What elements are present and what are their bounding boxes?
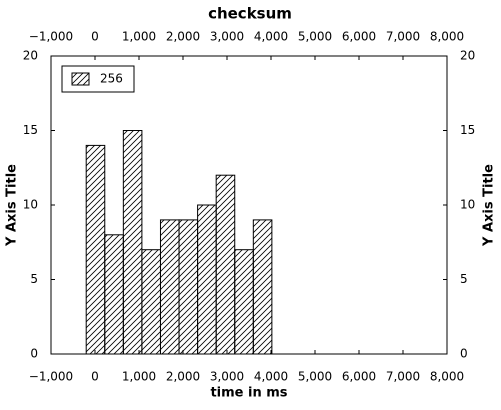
bar xyxy=(252,219,273,355)
y2-tick-label: 15 xyxy=(460,123,475,137)
x2-tick-label: 6,000 xyxy=(342,30,376,44)
x-tick-label: 7,000 xyxy=(386,370,420,384)
y2-axis-title: Y Axis Title xyxy=(482,164,497,247)
x-tick-label: 0 xyxy=(91,370,99,384)
x-tick-label: 2,000 xyxy=(166,370,200,384)
bar xyxy=(122,130,143,355)
y-tick-label: 10 xyxy=(23,198,38,212)
x2-tick-label: 7,000 xyxy=(386,30,420,44)
legend-label: 256 xyxy=(100,72,123,86)
y-tick-label: 5 xyxy=(30,272,38,286)
x-tick-label: 1,000 xyxy=(122,370,156,384)
x-axis-title: time in ms xyxy=(210,386,287,401)
y2-tick-label: 5 xyxy=(460,272,468,286)
x2-tick-label: 2,000 xyxy=(166,30,200,44)
y-tick-label: 20 xyxy=(23,49,38,63)
chart-title: checksum xyxy=(208,5,292,23)
x2-tick-label: 8,000 xyxy=(430,30,464,44)
x2-tick-label: 0 xyxy=(91,30,99,44)
y2-tick-label: 20 xyxy=(460,49,475,63)
x2-tick-label: 5,000 xyxy=(298,30,332,44)
y2-tick-label: 10 xyxy=(460,198,475,212)
x2-tick-label: −1,000 xyxy=(29,30,73,44)
bar xyxy=(178,219,199,355)
x2-tick-label: 4,000 xyxy=(254,30,288,44)
y2-tick-label: 0 xyxy=(460,347,468,361)
x-tick-label: 8,000 xyxy=(430,370,464,384)
x-tick-label: 6,000 xyxy=(342,370,376,384)
bar xyxy=(85,144,106,355)
bar xyxy=(234,249,254,355)
bar xyxy=(215,174,236,355)
bar xyxy=(197,204,217,355)
legend-swatch xyxy=(71,72,90,86)
x2-tick-label: 1,000 xyxy=(122,30,156,44)
y-tick-label: 15 xyxy=(23,123,38,137)
x-tick-label: −1,000 xyxy=(29,370,73,384)
y-tick-label: 0 xyxy=(30,347,38,361)
y-axis-title: Y Axis Title xyxy=(5,164,20,247)
bar xyxy=(159,219,180,355)
bar xyxy=(104,234,124,355)
bar xyxy=(141,249,161,355)
x2-tick-label: 3,000 xyxy=(210,30,244,44)
x-tick-label: 4,000 xyxy=(254,370,288,384)
x-tick-label: 3,000 xyxy=(210,370,244,384)
x-tick-label: 5,000 xyxy=(298,370,332,384)
